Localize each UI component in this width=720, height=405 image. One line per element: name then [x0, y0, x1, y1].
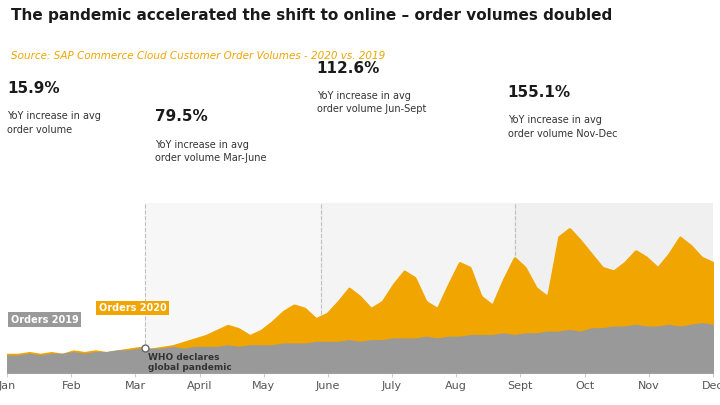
Text: 112.6%: 112.6%	[317, 61, 380, 76]
Text: YoY increase in avg
order volume Jun-Sept: YoY increase in avg order volume Jun-Sep…	[317, 91, 426, 114]
Text: 79.5%: 79.5%	[155, 109, 207, 124]
Text: 15.9%: 15.9%	[7, 81, 60, 96]
Text: 155.1%: 155.1%	[508, 85, 571, 100]
Text: YoY increase in avg
order volume: YoY increase in avg order volume	[7, 111, 101, 134]
Text: Orders 2019: Orders 2019	[11, 315, 78, 325]
Text: Orders 2020: Orders 2020	[99, 303, 166, 313]
Text: Source: SAP Commerce Cloud Customer Order Volumes - 2020 vs. 2019: Source: SAP Commerce Cloud Customer Orde…	[11, 51, 385, 61]
Bar	[321, 202, 516, 373]
Text: WHO declares
global pandemic: WHO declares global pandemic	[148, 353, 232, 373]
Bar	[145, 202, 321, 373]
Bar	[516, 202, 720, 373]
Text: YoY increase in avg
order volume Nov-Dec: YoY increase in avg order volume Nov-Dec	[508, 115, 617, 139]
Text: The pandemic accelerated the shift to online – order volumes doubled: The pandemic accelerated the shift to on…	[11, 8, 612, 23]
Text: YoY increase in avg
order volume Mar-June: YoY increase in avg order volume Mar-Jun…	[155, 140, 266, 163]
